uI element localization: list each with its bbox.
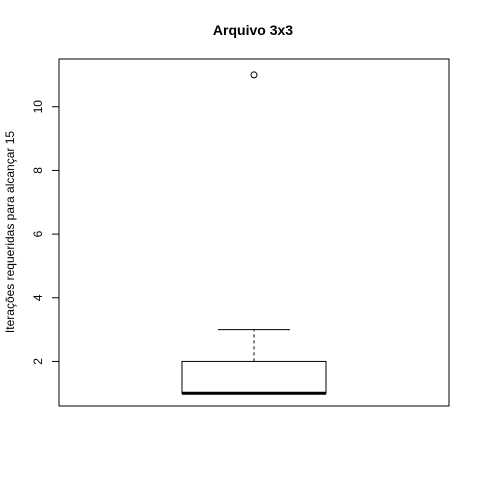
interquartile-box bbox=[181, 360, 327, 394]
y-axis: 2 4 6 8 10 bbox=[31, 100, 59, 365]
y-tick-label: 6 bbox=[31, 230, 45, 237]
box-group bbox=[181, 71, 327, 395]
y-tick-label: 4 bbox=[31, 294, 45, 301]
y-tick-label: 10 bbox=[31, 100, 45, 114]
chart-title: Arquivo 3x3 bbox=[213, 22, 293, 38]
y-tick-label: 2 bbox=[31, 358, 45, 365]
outliers bbox=[250, 71, 258, 79]
y-tick-label: 8 bbox=[31, 167, 45, 174]
outlier-point bbox=[250, 71, 258, 79]
y-axis-label: Iterações requeridas para alcançar 15 bbox=[3, 131, 17, 333]
